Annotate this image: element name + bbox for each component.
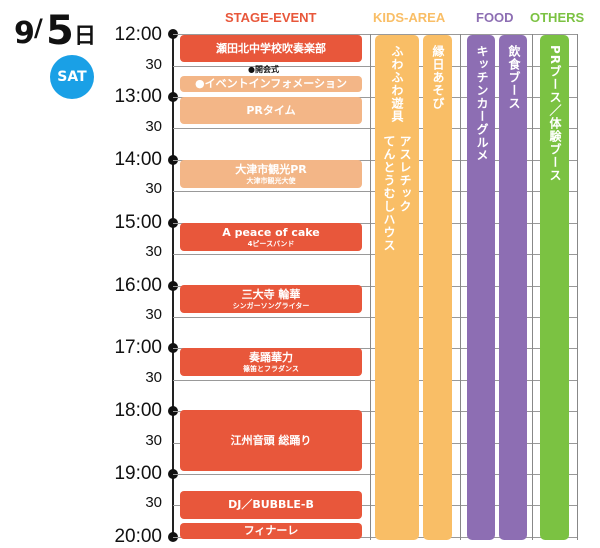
- time-label: 30: [145, 306, 162, 323]
- stage-event: 大津市観光PR 大津市観光大使: [180, 160, 362, 188]
- food-block: 飲食ブース: [499, 35, 527, 540]
- time-label: 30: [145, 118, 162, 135]
- event-title: ●イベントインフォメーション: [194, 77, 348, 90]
- stage-event: 奏踊華力 篠笛とフラダンス: [180, 348, 362, 376]
- event-title: A peace of cake: [222, 225, 320, 239]
- kids-area-label: アスレチック: [398, 135, 412, 213]
- time-label: 30: [145, 432, 162, 449]
- column-divider: [460, 34, 461, 540]
- header-kids-area: KIDS-AREA: [373, 10, 446, 25]
- time-label: 30: [145, 494, 162, 511]
- time-label: 12:00: [114, 24, 162, 45]
- column-divider: [532, 34, 533, 540]
- column-divider: [370, 34, 371, 540]
- header-stage-event: STAGE-EVENT: [225, 10, 317, 25]
- event-subtitle: 大津市観光大使: [246, 176, 296, 185]
- time-label: 15:00: [114, 212, 162, 233]
- event-title: 奏踊華力: [249, 350, 293, 364]
- stage-event: フィナーレ: [180, 523, 362, 539]
- event-title: 瀬田北中学校吹奏楽部: [216, 41, 326, 55]
- header-others: OTHERS: [530, 10, 585, 25]
- time-label: 14:00: [114, 149, 162, 170]
- date-month: 9: [14, 16, 35, 51]
- date-slash: /: [34, 14, 43, 42]
- date-block: 9 / 5 日 SAT: [0, 0, 110, 100]
- event-title: DJ／BUBBLE-B: [228, 498, 314, 511]
- event-subtitle: 篠笛とフラダンス: [243, 364, 299, 373]
- stage-event: 三大寺 輪華 シンガーソングライター: [180, 285, 362, 313]
- opening-ceremony-note: ●開会式: [248, 65, 279, 74]
- time-label: 16:00: [114, 275, 162, 296]
- stage-event: 瀬田北中学校吹奏楽部: [180, 35, 362, 62]
- grid-line: [173, 34, 577, 35]
- event-title: 三大寺 輪華: [241, 287, 301, 301]
- kids-area-block: 縁日あそび: [423, 35, 452, 540]
- column-divider: [577, 34, 578, 540]
- others-block: PRブース／体験ブース: [540, 35, 569, 540]
- time-label: 30: [145, 180, 162, 197]
- time-label: 20:00: [114, 526, 162, 547]
- time-label: 18:00: [114, 400, 162, 421]
- time-label: 17:00: [114, 337, 162, 358]
- event-title: 大津市観光PR: [235, 162, 307, 176]
- event-title: PRタイム: [246, 103, 296, 117]
- stage-event: PRタイム: [180, 97, 362, 124]
- date-day-kanji: 日: [74, 24, 97, 49]
- date-day: 5: [46, 8, 74, 54]
- food-label: 飲食ブース: [507, 45, 521, 110]
- stage-event: DJ／BUBBLE-B: [180, 491, 362, 519]
- food-block: キッチンカーグルメ: [467, 35, 495, 540]
- event-title: フィナーレ: [243, 524, 299, 537]
- kids-area-label: てんとうむしハウス: [382, 135, 396, 252]
- header-food: FOOD: [476, 10, 514, 25]
- stage-event: ●イベントインフォメーション: [180, 76, 362, 92]
- day-of-week-badge: SAT: [50, 55, 94, 99]
- time-label: 30: [145, 243, 162, 260]
- time-label: 30: [145, 369, 162, 386]
- event-subtitle: 4ピースバンド: [247, 239, 295, 248]
- food-label: キッチンカーグルメ: [475, 45, 489, 162]
- event-subtitle: シンガーソングライター: [232, 301, 310, 310]
- others-label: PRブース／体験ブース: [548, 45, 562, 183]
- stage-event: 江州音頭 総踊り: [180, 410, 362, 471]
- event-title: 江州音頭 総踊り: [230, 433, 312, 447]
- kids-area-label: ふわふわ遊具: [390, 45, 404, 123]
- stage-event: A peace of cake 4ピースバンド: [180, 223, 362, 251]
- kids-area-block: ふわふわ遊具 アスレチック てんとうむしハウス: [375, 35, 419, 540]
- time-label: 30: [145, 56, 162, 73]
- time-label: 19:00: [114, 463, 162, 484]
- kids-area-label: 縁日あそび: [431, 45, 445, 110]
- time-label: 13:00: [114, 86, 162, 107]
